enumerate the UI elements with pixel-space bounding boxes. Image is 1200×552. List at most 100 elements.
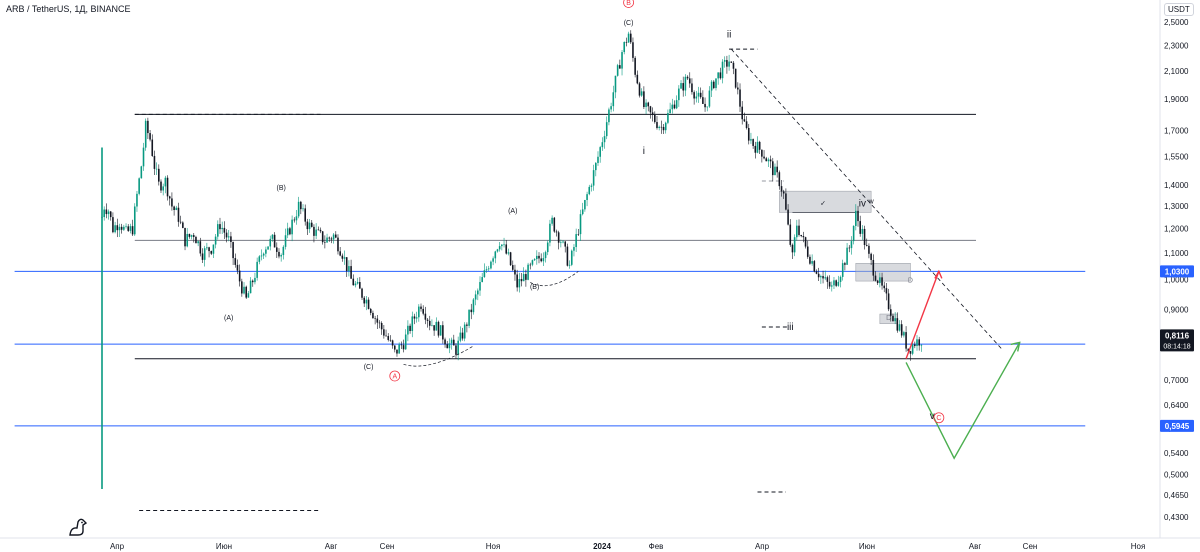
candle (326, 233, 328, 243)
candle-body (234, 258, 237, 265)
candle (387, 333, 390, 342)
candle-body (302, 208, 304, 210)
candle (171, 192, 173, 211)
candle (197, 240, 199, 247)
price-tick-label: 0,5400 (1164, 449, 1189, 458)
candle-body (758, 141, 761, 150)
candle-body (120, 226, 123, 230)
candle (776, 160, 778, 178)
candle-body (586, 194, 588, 201)
candle-body (699, 92, 702, 98)
candle (868, 243, 870, 259)
candle (313, 224, 315, 243)
candle (433, 325, 435, 336)
candle (315, 223, 317, 240)
candle-body (149, 133, 151, 140)
candle (232, 241, 234, 265)
candle (785, 188, 787, 211)
currency-badge[interactable]: USDT (1164, 3, 1194, 16)
candle (426, 317, 429, 328)
candle (872, 254, 875, 281)
candle-body (435, 321, 438, 331)
circle-text: B (626, 0, 631, 7)
candle-body (186, 233, 189, 247)
candle (120, 223, 123, 234)
candle-body (804, 237, 807, 247)
candle-body (669, 109, 671, 114)
candle-body (767, 159, 770, 162)
candle-body (796, 225, 798, 238)
candle-body (171, 198, 173, 207)
candle (509, 251, 512, 266)
candle-body (142, 147, 145, 167)
candle-body (461, 332, 464, 339)
candle-body (227, 236, 230, 238)
candle-body (916, 339, 918, 347)
price-tick-label: 1,9000 (1164, 95, 1189, 104)
candle-body (282, 246, 285, 256)
candle (297, 196, 300, 219)
time-tick-label: Фев (649, 542, 664, 551)
candle-body (354, 283, 357, 286)
candle-body (651, 112, 654, 116)
candle (393, 345, 396, 353)
candle-body (695, 96, 698, 99)
candle-body (839, 276, 842, 282)
candle-body (782, 191, 785, 194)
candle-body (341, 255, 344, 259)
candle (496, 248, 499, 253)
candle (787, 204, 789, 226)
candle (365, 295, 368, 311)
candle-body (374, 318, 376, 319)
candle-body (739, 89, 741, 107)
candle (647, 101, 650, 112)
wave-label: (C) (364, 364, 374, 371)
candle-body (138, 178, 140, 194)
candle-body (791, 244, 794, 253)
candle (140, 165, 143, 179)
candle (612, 85, 615, 112)
candle (544, 250, 547, 263)
candle-body (474, 294, 477, 300)
candle-body (632, 42, 634, 58)
time-tick-label: Июн (859, 542, 875, 551)
candle-body (420, 306, 422, 309)
candle-body (660, 126, 663, 128)
candle-body (297, 201, 300, 217)
candle-body (350, 266, 352, 279)
wave-label: ii (727, 30, 731, 41)
candle (608, 107, 610, 126)
candle-body (527, 264, 529, 280)
candle (614, 75, 617, 99)
candle-body (262, 253, 265, 256)
green-projection-arrow (905, 342, 1021, 460)
candle-body (265, 249, 267, 254)
candle (796, 219, 798, 241)
candle (341, 253, 344, 262)
symbol-title[interactable]: ARB / TetherUS, 1Д, BINANCE (6, 4, 131, 14)
candle-body (437, 321, 440, 336)
candle (730, 61, 733, 64)
candle-body (907, 348, 910, 352)
candle (267, 246, 269, 250)
candle-body (241, 281, 243, 294)
time-tick-label: Сен (380, 542, 395, 551)
candle-body (713, 81, 715, 89)
candle-body (190, 235, 193, 237)
candle-body (466, 324, 468, 326)
candle-body (872, 259, 875, 276)
candle-body (208, 247, 210, 252)
candle-body (848, 247, 851, 249)
candle (859, 215, 861, 237)
candle-body (737, 87, 739, 90)
candle-body (136, 193, 138, 207)
candle-body (570, 250, 573, 265)
candle-body (723, 60, 726, 62)
candle (420, 303, 422, 312)
candle (555, 229, 558, 237)
candle (824, 270, 827, 281)
candle-body (752, 139, 754, 146)
candle (472, 298, 475, 315)
price-axis: 2,5000 2,3000 2,1000 1,9000 1,7000 1,5500 1,40… (1159, 0, 1189, 538)
